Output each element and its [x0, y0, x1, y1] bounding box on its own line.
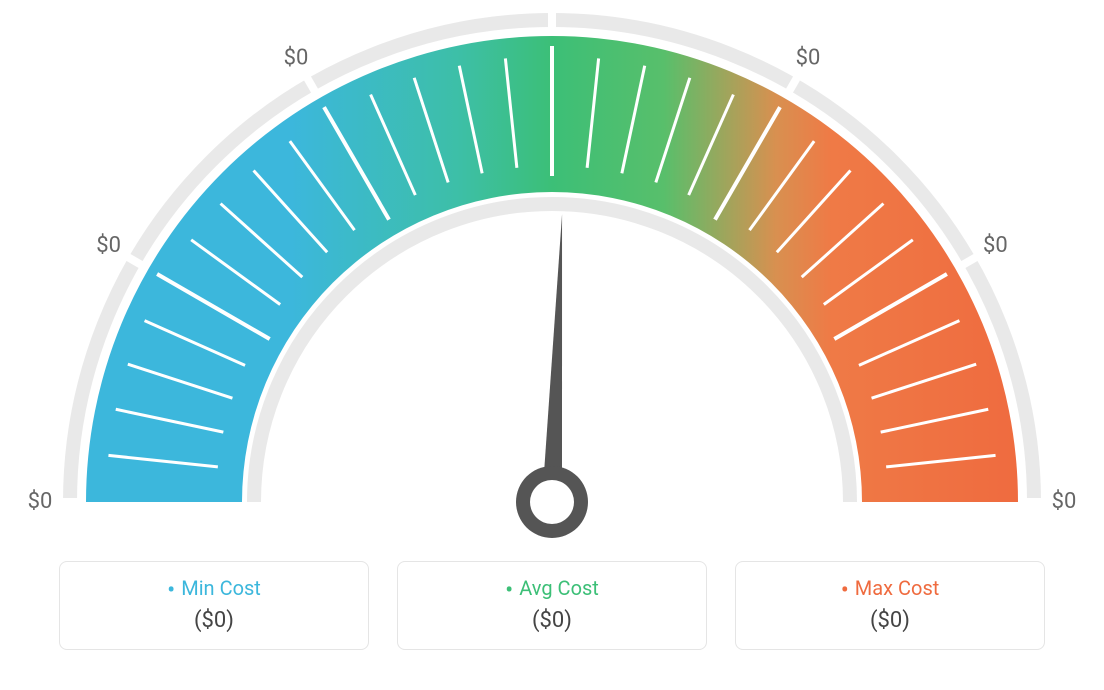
legend-label: Max Cost: [855, 576, 940, 600]
legend-label: Min Cost: [181, 576, 261, 600]
legend-title: •Avg Cost: [414, 576, 690, 600]
cost-gauge-chart: $0 $0 $0 $0 $0 $0 $0 •Min Cost ($0) •Avg Cost …: [0, 0, 1104, 690]
legend-title: •Max Cost: [752, 576, 1028, 600]
legend-value: ($0): [76, 608, 352, 633]
gauge-tick-label: $0: [540, 0, 565, 2]
legend-value: ($0): [752, 608, 1028, 633]
gauge-tick-label: $0: [1052, 489, 1077, 514]
gauge-tick-label: $0: [28, 489, 53, 514]
legend-card-max: •Max Cost ($0): [735, 561, 1045, 650]
gauge-tick-label: $0: [96, 233, 121, 258]
gauge-tick-label: $0: [796, 45, 821, 70]
legend-card-min: •Min Cost ($0): [59, 561, 369, 650]
legend-row: •Min Cost ($0) •Avg Cost ($0) •Max Cost …: [0, 561, 1104, 650]
legend-card-avg: •Avg Cost ($0): [397, 561, 707, 650]
gauge-svg: $0 $0 $0 $0 $0 $0 $0: [0, 0, 1104, 565]
gauge-tick-label: $0: [983, 233, 1008, 258]
legend-value: ($0): [414, 608, 690, 633]
legend-title: •Min Cost: [76, 576, 352, 600]
gauge-tick-label: $0: [284, 45, 309, 70]
gauge-area: $0 $0 $0 $0 $0 $0 $0: [0, 0, 1104, 565]
legend-label: Avg Cost: [519, 576, 599, 600]
gauge-needle: [516, 214, 588, 538]
